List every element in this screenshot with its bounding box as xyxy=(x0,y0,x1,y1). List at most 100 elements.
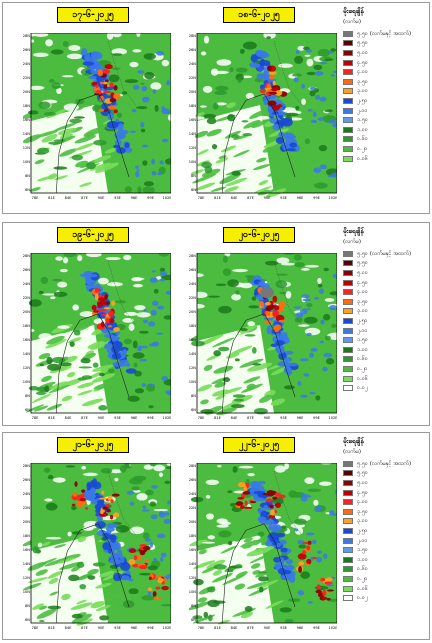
legend-label: ၃.၀၀ xyxy=(357,308,369,315)
lat-tick-label: 14N xyxy=(189,352,196,356)
legend-swatch xyxy=(343,585,353,592)
lat-tick-label: 20N xyxy=(189,520,196,524)
legend-label: ၂.၀၀ xyxy=(357,107,368,114)
legend-swatch xyxy=(343,317,353,324)
lat-tick-label: 22N xyxy=(23,76,30,80)
lon-tick-label: 87E xyxy=(81,416,89,420)
lat-tick-label: 6N xyxy=(25,618,30,622)
lon-tick-label: 93E xyxy=(114,416,122,420)
legend-item: ၀.၆၀ xyxy=(343,355,431,365)
lon-tick-label: 81E xyxy=(48,196,56,200)
forecast-date-label: ၁၈-၆-၂၀၂၅ xyxy=(223,7,295,23)
legend-label: ၄.၅၀ xyxy=(357,489,369,496)
legend-swatch xyxy=(343,489,353,496)
legend-item: ၂.၀၀ xyxy=(343,326,431,336)
lat-tick-label: 6N xyxy=(25,408,30,412)
legend-item: ၁.၅၀ xyxy=(343,545,431,555)
legend-swatch xyxy=(343,279,353,286)
legend-item: ၄.၅၀ xyxy=(343,58,431,68)
legend-item: ၀.၀၂ xyxy=(343,593,431,603)
legend-swatch xyxy=(343,537,353,544)
rainfall-legend: မိုးရေချိန် (လက်မ) ၅.၅၀ (လက်မနှင့် အထက်) ၅.… xyxy=(343,227,431,393)
legend-item: ၃.၀၀ xyxy=(343,517,431,527)
lat-tick-label: 6N xyxy=(191,188,196,192)
lon-tick-label: 102E xyxy=(162,626,171,630)
lon-tick-label: 93E xyxy=(280,416,288,420)
legend-unit: (လက်မ) xyxy=(343,239,361,245)
rainfall-map: ၂၂-၆-၂၀၂၅ 28N 26N 24N 22N 20N 18N 16N 14N 12N 10N 8… xyxy=(189,437,337,637)
coastline xyxy=(55,523,99,624)
forecast-panel: ၂၁-၆-၂၀၂၅ 28N 26N 24N 22N 20N 18N 16N 14N 12N 10N 8… xyxy=(2,432,430,640)
lat-tick-label: 20N xyxy=(23,90,30,94)
legend-label: ၄.၀၀ xyxy=(357,499,369,506)
legend-label: ၀.၆၀ xyxy=(357,566,369,573)
lon-tick-label: 96E xyxy=(131,196,139,200)
legend-label: ၁.၅၀ xyxy=(357,337,369,344)
legend-swatch xyxy=(343,566,353,573)
lat-tick-label: 18N xyxy=(23,324,30,328)
legend-swatch xyxy=(343,88,353,95)
legend-item: ၂.၅၀ xyxy=(343,96,431,106)
lon-tick-label: 81E xyxy=(214,196,222,200)
lat-tick-label: 24N xyxy=(189,62,196,66)
legend-item: ၁.၀၀ xyxy=(343,555,431,565)
forecast-date-label: ၂၁-၆-၂၀၂၅ xyxy=(57,437,129,453)
lat-tick-label: 10N xyxy=(23,590,30,594)
lat-tick-label: 16N xyxy=(23,338,30,342)
forecast-panel: ၁၉-၆-၂၀၂၅ 28N 26N 24N 22N 20N 18N 16N 14N 12N 10N 8… xyxy=(2,222,430,426)
lon-tick-label: 99E xyxy=(147,626,155,630)
lon-tick-label: 87E xyxy=(247,626,255,630)
legend-label: ၅.၀၀ xyxy=(357,269,369,276)
lon-tick-label: 87E xyxy=(247,416,255,420)
legend-item: ၃.၅၀ xyxy=(343,507,431,517)
legend-title: မိုးရေချိန် xyxy=(343,7,364,15)
legend-label: ၂.၀၀ xyxy=(357,327,368,334)
legend-label: ၅.၅၀ xyxy=(357,470,369,477)
lat-tick-label: 12N xyxy=(23,366,30,370)
lon-tick-label: 93E xyxy=(114,196,122,200)
lat-tick-label: 24N xyxy=(189,282,196,286)
lon-tick-label: 81E xyxy=(214,416,222,420)
lat-tick-label: 10N xyxy=(23,380,30,384)
legend-label: ၂.၅၀ xyxy=(357,97,368,104)
legend-swatch xyxy=(343,547,353,554)
lat-tick-label: 8N xyxy=(191,174,196,178)
legend-label: ၃.၅၀ xyxy=(357,78,369,85)
lat-tick-label: 10N xyxy=(189,380,196,384)
legend-item: ၂.၅၀ xyxy=(343,526,431,536)
lon-tick-label: 90E xyxy=(264,196,272,200)
legend-item: ၄.၅၀ xyxy=(343,278,431,288)
lon-tick-label: 102E xyxy=(162,196,171,200)
lon-tick-label: 102E xyxy=(328,196,337,200)
legend-item: ၅.၀၀ xyxy=(343,48,431,58)
legend-swatch xyxy=(343,308,353,315)
lon-tick-label: 99E xyxy=(313,416,321,420)
legend-label: ၃.၅၀ xyxy=(357,508,369,515)
legend-label: ၂.၅၀ xyxy=(357,527,368,534)
legend-label: ၄.၀၀ xyxy=(357,69,369,76)
legend-label: ၀.၀၆ xyxy=(357,585,369,592)
lat-tick-label: 28N xyxy=(189,34,196,38)
legend-label: ၀.၂၀ xyxy=(357,365,368,372)
lat-tick-label: 20N xyxy=(23,520,30,524)
lon-tick-label: 90E xyxy=(264,626,272,630)
rainfall-map: ၁၈-၆-၂၀၂၅ 28N 26N 24N 22N 20N 18N 16N 14N 12N 10N 8… xyxy=(189,7,337,211)
lat-tick-label: 12N xyxy=(23,146,30,150)
legend-item: ၅.၅၀ (လက်မနှင့် အထက်) xyxy=(343,459,431,469)
lon-tick-label: 78E xyxy=(198,196,206,200)
lon-tick-label: 96E xyxy=(131,626,139,630)
lat-tick-label: 24N xyxy=(23,282,30,286)
lon-tick-label: 84E xyxy=(65,416,73,420)
rainfall-map: ၂၀-၆-၂၀၂၅ 28N 26N 24N 22N 20N 18N 16N 14N 12N 10N 8… xyxy=(189,227,337,423)
legend-label: ၀.၆၀ xyxy=(357,136,369,143)
legend-label: ၄.၅၀ xyxy=(357,279,369,286)
lon-tick-label: 93E xyxy=(280,196,288,200)
legend-swatch xyxy=(343,49,353,56)
lon-tick-label: 90E xyxy=(98,416,106,420)
legend-item: ၁.၅၀ xyxy=(343,115,431,125)
legend-title: မိုးရေချိန် xyxy=(343,227,364,235)
legend-swatch xyxy=(343,97,353,104)
legend-swatch xyxy=(343,145,353,152)
lat-tick-label: 18N xyxy=(23,104,30,108)
